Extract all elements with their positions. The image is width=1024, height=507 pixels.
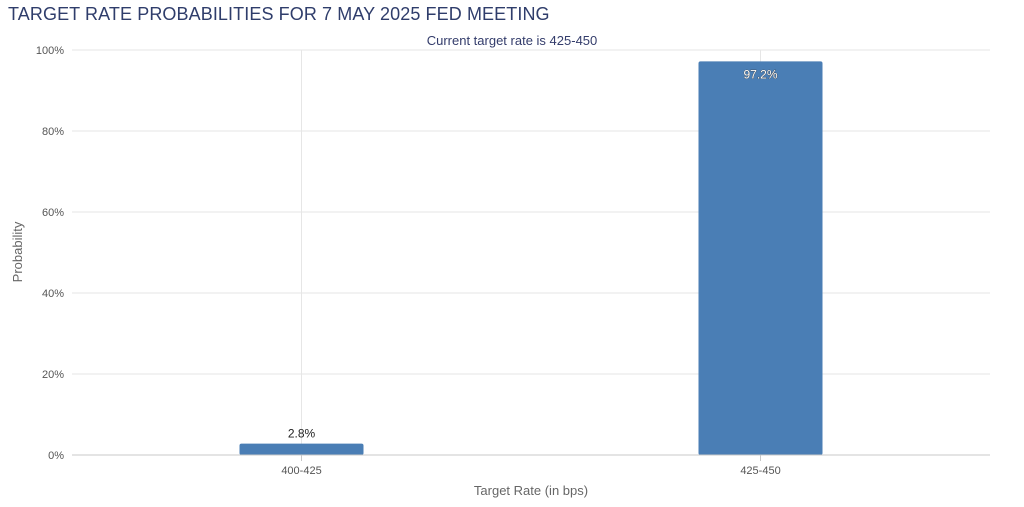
y-tick-label: 0%	[48, 450, 64, 462]
y-tick-label: 100%	[36, 45, 64, 57]
bar-400-425	[239, 443, 364, 455]
chart-subtitle: Current target rate is 425-450	[427, 33, 598, 48]
page-title: TARGET RATE PROBABILITIES FOR 7 MAY 2025…	[8, 4, 550, 24]
data-label: 97.2%	[743, 67, 777, 81]
x-axis-ticks: 400-425 425-450	[281, 455, 781, 477]
x-tick-label: 400-425	[281, 465, 321, 477]
bars: 2.8% 97.2%	[239, 61, 823, 456]
data-label: 2.8%	[288, 427, 316, 441]
y-tick-label: 80%	[42, 126, 64, 138]
y-tick-label: 40%	[42, 288, 64, 300]
gridlines	[72, 49, 990, 455]
y-tick-label: 60%	[42, 207, 64, 219]
x-tick-label: 425-450	[740, 465, 780, 477]
y-tick-label: 20%	[42, 369, 64, 381]
y-axis-title: Probability	[10, 221, 25, 282]
x-axis-title: Target Rate (in bps)	[474, 483, 588, 498]
y-axis-ticks: 0% 20% 40% 60% 80% 100%	[36, 45, 64, 462]
bar-425-450	[698, 61, 823, 456]
